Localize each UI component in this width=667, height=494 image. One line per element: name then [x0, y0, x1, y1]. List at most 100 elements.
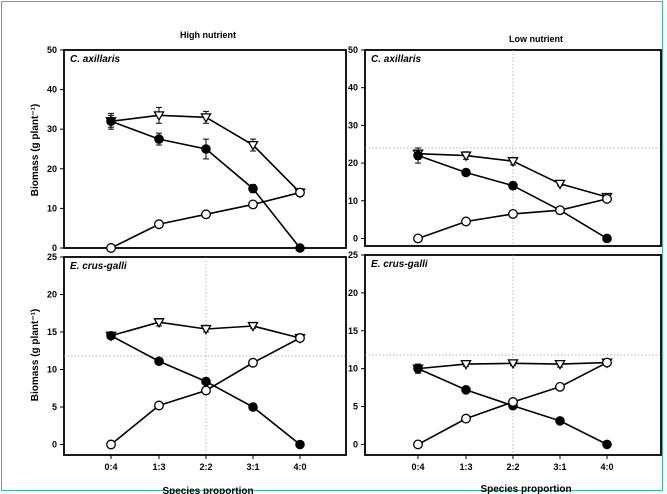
- point-filled-circle: [508, 180, 518, 191]
- y-tick-label: 30: [348, 120, 358, 130]
- point-filled-circle: [248, 402, 258, 412]
- point-open-triangle: [554, 359, 566, 371]
- point-filled-circle: [248, 183, 258, 194]
- point-open-circle: [413, 233, 423, 244]
- point-open-circle: [555, 381, 565, 392]
- point-open-circle: [602, 193, 612, 204]
- species-label: E. crus-galli: [70, 261, 127, 272]
- y-tick-label: 10: [47, 203, 57, 213]
- panel-4: 0 5 10 15 20 25 0:4 1:3 2:2 3:1 4:0 E. crus-galli: [348, 250, 662, 472]
- y-tick-label: 10: [47, 365, 57, 375]
- point-open-triangle: [460, 151, 472, 162]
- point-open-circle: [248, 357, 258, 368]
- y-tick-label: 20: [47, 164, 57, 174]
- point-open-triangle: [153, 318, 165, 329]
- y-tick-label: 5: [52, 402, 57, 412]
- y-tick-label: 10: [348, 196, 358, 206]
- point-open-triangle: [200, 324, 212, 335]
- point-open-triangle: [247, 140, 259, 151]
- x-tick-label: 0:4: [104, 462, 117, 472]
- point-open-triangle: [507, 157, 519, 168]
- y-tick-label: 50: [348, 45, 358, 55]
- x-tick-label: 4:0: [293, 462, 306, 472]
- y-axis-label-top: Biomass (g plant⁻¹): [30, 104, 41, 197]
- point-open-circle: [508, 209, 518, 219]
- point-open-circle: [201, 385, 211, 396]
- y-tick-label: 10: [348, 364, 358, 374]
- point-open-circle: [201, 209, 211, 220]
- point-open-circle: [461, 413, 471, 424]
- axes-box: [63, 49, 347, 249]
- y-tick-label: 0: [52, 243, 57, 253]
- point-filled-circle: [154, 134, 164, 144]
- series-line-circle-filled: [417, 154, 608, 240]
- x-tick-label: 4:0: [600, 462, 613, 472]
- point-filled-circle: [295, 243, 305, 253]
- point-filled-circle: [106, 330, 116, 341]
- panel-3: 0 5 10 15 20 25 0:4 1:3 2:2 3:1 4:0 E. crus-galli: [47, 252, 347, 472]
- point-open-circle: [602, 357, 612, 368]
- point-open-triangle: [507, 359, 519, 370]
- point-filled-circle: [154, 356, 164, 367]
- title-low-nutrient: Low nutrient: [509, 34, 563, 44]
- point-filled-circle: [295, 439, 305, 450]
- y-tick-label: 5: [353, 402, 358, 412]
- panel-1: 0 10 20 30 40 50 C. axillaris: [47, 45, 347, 253]
- point-open-triangle: [153, 111, 165, 122]
- point-filled-circle: [201, 376, 211, 387]
- y-tick-label: 20: [348, 158, 358, 168]
- x-tick-label: 2:2: [506, 462, 519, 472]
- x-axis-label-right: Species proportion: [480, 484, 571, 494]
- point-open-circle: [106, 243, 116, 253]
- y-tick-label: 40: [47, 85, 57, 95]
- point-open-circle: [106, 439, 116, 450]
- panel-2: 0 10 20 30 40 50 C. axillaris: [348, 45, 662, 247]
- species-label: E. crus-galli: [371, 259, 428, 270]
- point-open-circle: [461, 216, 471, 227]
- point-open-circle: [413, 439, 423, 450]
- point-open-triangle: [554, 179, 566, 190]
- y-tick-label: 40: [348, 83, 358, 93]
- point-filled-circle: [602, 233, 612, 244]
- point-filled-circle: [602, 439, 612, 450]
- point-filled-circle: [413, 150, 423, 161]
- x-tick-label: 3:1: [553, 462, 566, 472]
- point-open-circle: [508, 397, 518, 407]
- y-tick-label: 0: [52, 440, 57, 450]
- y-tick-label: 25: [348, 250, 358, 260]
- y-tick-label: 15: [348, 326, 358, 336]
- point-open-triangle: [200, 113, 212, 124]
- y-tick-label: 0: [353, 233, 358, 243]
- point-open-triangle: [460, 359, 472, 371]
- x-axis-label-left: Species proportion: [162, 486, 253, 494]
- y-tick-label: 20: [348, 288, 358, 298]
- point-filled-circle: [461, 167, 471, 178]
- point-filled-circle: [461, 385, 471, 395]
- x-tick-label: 0:4: [411, 462, 424, 472]
- point-filled-circle: [106, 116, 116, 127]
- y-tick-label: 50: [47, 45, 57, 55]
- species-label: C. axillaris: [371, 54, 421, 65]
- species-label: C. axillaris: [70, 54, 120, 65]
- x-tick-label: 2:2: [199, 462, 212, 472]
- point-open-triangle: [247, 321, 259, 332]
- point-open-circle: [295, 187, 305, 198]
- point-filled-circle: [201, 144, 211, 154]
- y-tick-label: 20: [47, 290, 57, 300]
- x-tick-label: 1:3: [152, 462, 165, 472]
- point-open-circle: [555, 205, 565, 216]
- y-axis-label-bottom: Biomass (g plant⁻¹): [30, 309, 41, 402]
- title-high-nutrient: High nutrient: [180, 30, 236, 40]
- series-line-circle-open: [110, 191, 301, 249]
- point-filled-circle: [413, 363, 423, 374]
- point-open-circle: [154, 219, 164, 230]
- point-open-circle: [295, 333, 305, 343]
- y-tick-label: 0: [353, 439, 358, 449]
- y-tick-label: 25: [47, 252, 57, 262]
- point-open-circle: [154, 400, 164, 411]
- y-tick-label: 30: [47, 124, 57, 134]
- point-open-circle: [248, 199, 258, 210]
